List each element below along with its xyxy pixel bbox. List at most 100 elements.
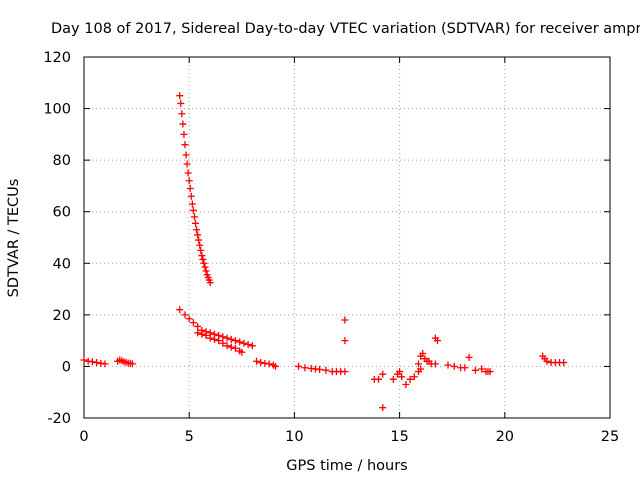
y-tick-label: 40 [53, 256, 71, 272]
data-point [219, 333, 227, 341]
data-point [206, 334, 214, 342]
data-point [375, 375, 383, 383]
data-point [202, 331, 210, 339]
data-point [478, 365, 486, 373]
data-point [183, 160, 191, 168]
data-point [190, 213, 198, 221]
chart-title: Day 108 of 2017, Sidereal Day-to-day VTE… [51, 21, 640, 37]
y-tick-label: 80 [53, 153, 71, 169]
data-point [417, 365, 425, 373]
data-point [194, 322, 202, 330]
data-point [389, 375, 397, 383]
data-point [322, 366, 330, 374]
data-point [231, 337, 239, 345]
data-point [227, 343, 235, 351]
data-point [341, 368, 349, 376]
data-point [471, 366, 479, 374]
data-point [431, 360, 439, 368]
data-point [197, 246, 205, 254]
y-tick-label: 60 [53, 205, 71, 221]
data-point [194, 329, 202, 337]
data-point [200, 259, 208, 267]
data-point [231, 344, 239, 352]
tick-labels: 0 5 10 15 20 25 -20 0 20 40 60 80 100 120 [43, 50, 619, 445]
data-point [176, 92, 184, 100]
data-points [80, 92, 568, 412]
data-point [128, 360, 136, 368]
x-tick-label: 15 [390, 429, 408, 445]
data-point [543, 357, 551, 365]
y-tick-label: -20 [47, 411, 71, 427]
data-point [265, 360, 273, 368]
data-point [402, 380, 410, 388]
data-point [181, 311, 189, 319]
data-point [193, 226, 201, 234]
data-point [419, 350, 427, 358]
data-point [185, 315, 193, 323]
data-point [210, 335, 218, 343]
data-point [560, 359, 568, 367]
x-tick-label: 10 [285, 429, 303, 445]
data-point [244, 341, 252, 349]
data-point [202, 267, 210, 275]
y-tick-label: 120 [43, 50, 71, 66]
data-point [301, 364, 309, 372]
data-point [180, 130, 188, 138]
data-point [398, 373, 406, 381]
plot-frame [83, 56, 611, 419]
data-point [295, 362, 303, 370]
data-point [189, 319, 197, 327]
data-point [465, 353, 473, 361]
data-point [101, 360, 109, 368]
data-point [410, 373, 418, 381]
data-point [184, 169, 192, 177]
data-point [271, 362, 279, 370]
data-point [177, 99, 185, 107]
x-axis-label: GPS time / hours [286, 458, 407, 474]
data-point [198, 330, 206, 338]
x-tick-label: 20 [496, 429, 514, 445]
data-point [236, 338, 244, 346]
data-point [341, 337, 349, 345]
data-point [444, 361, 452, 369]
data-point [219, 339, 227, 347]
data-point [257, 359, 265, 367]
data-point [186, 185, 194, 193]
data-point [379, 370, 387, 378]
data-point [187, 192, 195, 200]
data-point [433, 337, 441, 345]
y-tick-label: 0 [62, 359, 71, 375]
y-tick-label: 20 [53, 308, 71, 324]
data-point [189, 206, 197, 214]
y-axis-label: SDTVAR / TECUs [6, 179, 22, 298]
data-point [379, 404, 387, 412]
data-point [181, 141, 189, 149]
data-point [227, 335, 235, 343]
x-tick-label: 25 [601, 429, 619, 445]
data-point [248, 342, 256, 350]
x-tick-label: 0 [79, 429, 88, 445]
data-point [93, 359, 101, 367]
data-point [316, 366, 324, 374]
data-point [88, 358, 96, 366]
axis-ticks [83, 56, 611, 419]
data-point [80, 356, 88, 364]
data-point [253, 357, 261, 365]
data-point [196, 241, 204, 249]
data-point [201, 263, 209, 271]
data-point [198, 252, 206, 260]
grid [84, 57, 610, 418]
data-point [178, 110, 186, 118]
data-point [223, 334, 231, 342]
data-point [206, 279, 214, 287]
data-point [406, 375, 414, 383]
data-point [185, 177, 193, 185]
data-point [194, 231, 202, 239]
data-point [215, 337, 223, 345]
data-point [238, 348, 246, 356]
data-point [486, 368, 494, 376]
data-point [176, 306, 184, 314]
data-point [415, 360, 423, 368]
data-point [199, 255, 207, 263]
